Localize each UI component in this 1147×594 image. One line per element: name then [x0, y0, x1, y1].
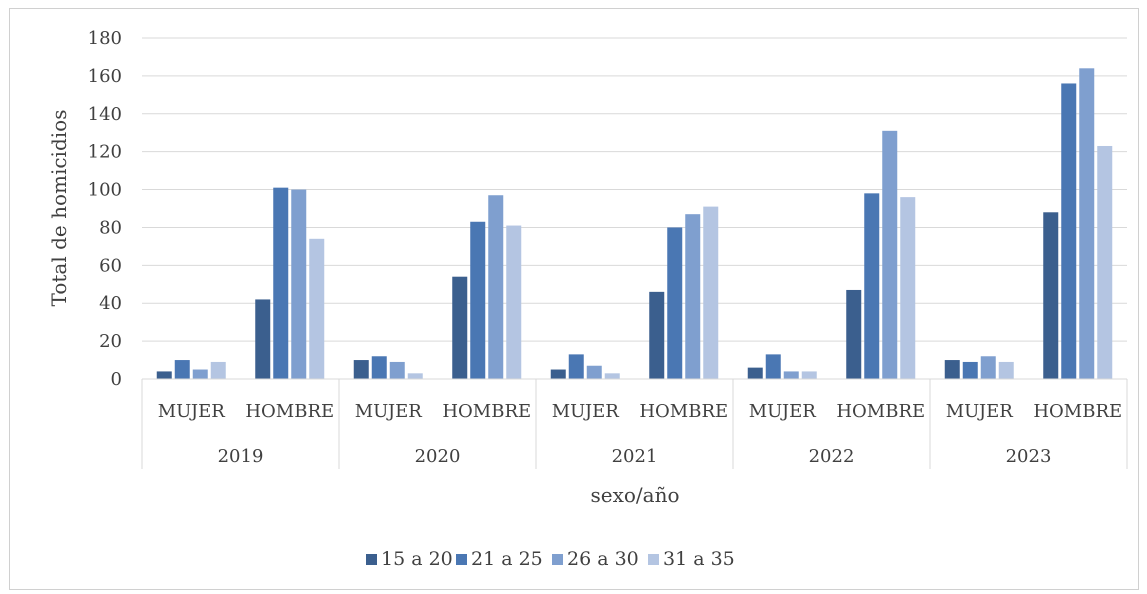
x-tick-label: MUJER [946, 401, 1013, 422]
bar [407, 373, 423, 379]
chart-frame [9, 8, 1139, 590]
x-group-label: 2021 [612, 446, 658, 467]
gridlines [142, 37, 1127, 342]
x-tick-label: MUJER [158, 401, 225, 422]
bar [801, 371, 817, 379]
bar [747, 367, 763, 379]
bar [174, 360, 190, 379]
bar [1043, 212, 1059, 379]
bar [389, 361, 405, 379]
bar [864, 193, 880, 379]
x-group-label: 2019 [218, 446, 264, 467]
bar [980, 356, 996, 379]
legend: 15 a 20 21 a 25 26 a 30 31 a 35 [366, 548, 735, 570]
legend-swatch [456, 554, 467, 565]
bar [255, 299, 271, 379]
x-tick-label: MUJER [552, 401, 619, 422]
bar [291, 189, 307, 379]
bar [506, 225, 522, 379]
legend-label: 26 a 30 [567, 548, 639, 570]
bar [210, 361, 226, 379]
bar [846, 289, 862, 379]
bar [309, 238, 325, 379]
bars [156, 68, 1113, 380]
bar [962, 361, 978, 379]
y-tick-label: 20 [99, 331, 122, 352]
y-tick-label: 160 [88, 66, 122, 87]
x-tick-label: HOMBRE [836, 401, 925, 422]
bar [371, 356, 387, 379]
bar [273, 187, 289, 379]
bar [649, 291, 665, 379]
legend-label: 21 a 25 [471, 548, 543, 570]
bar [944, 360, 960, 379]
y-axis-title: Total de homicidios [47, 110, 71, 307]
x-group-label: 2023 [1006, 446, 1052, 467]
bar [192, 369, 208, 379]
bar [586, 365, 602, 379]
x-tick-label: MUJER [355, 401, 422, 422]
bar [667, 227, 683, 379]
y-tick-label: 180 [88, 28, 122, 49]
x-group-label: 2022 [809, 446, 855, 467]
bar [470, 221, 486, 379]
bar [353, 360, 369, 379]
bar [882, 130, 898, 379]
y-tick-label: 100 [88, 180, 122, 201]
bar [783, 371, 799, 379]
bar [550, 369, 566, 379]
bar [685, 214, 701, 379]
x-tick-label: MUJER [749, 401, 816, 422]
bar [604, 373, 620, 379]
bar [1079, 68, 1095, 380]
legend-swatch [552, 554, 563, 565]
y-tick-label: 40 [99, 293, 122, 314]
legend-label: 15 a 20 [381, 548, 453, 570]
bar [156, 371, 172, 379]
bar [900, 197, 916, 379]
bar [488, 195, 504, 379]
y-tick-label: 80 [99, 217, 122, 238]
axes: 0 20 40 60 80 100 120 140 160 180 MUJER HOMBRE MUJER… [88, 28, 1128, 469]
x-tick-label: HOMBRE [245, 401, 334, 422]
x-tick-label: HOMBRE [1033, 401, 1122, 422]
bar [452, 276, 468, 379]
y-tick-label: 60 [99, 255, 122, 276]
legend-swatch [648, 554, 659, 565]
legend-swatch [366, 554, 377, 565]
x-group-label: 2020 [415, 446, 461, 467]
bar [703, 206, 719, 379]
bar [765, 354, 781, 379]
y-tick-label: 140 [88, 104, 122, 125]
x-axis-title: sexo/año [590, 483, 679, 507]
bar [998, 361, 1014, 379]
y-tick-label: 120 [88, 142, 122, 163]
legend-label: 31 a 35 [663, 548, 735, 570]
bar [1061, 83, 1077, 379]
bar [1097, 145, 1113, 379]
x-tick-label: HOMBRE [442, 401, 531, 422]
x-tick-label: HOMBRE [639, 401, 728, 422]
y-tick-label: 0 [111, 369, 122, 390]
bar [568, 354, 584, 379]
